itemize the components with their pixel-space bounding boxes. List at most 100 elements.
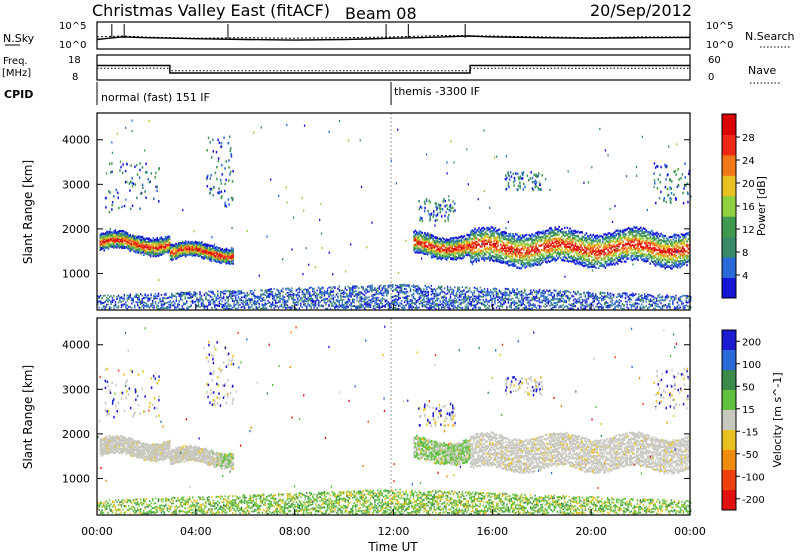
power-echo-cell xyxy=(569,235,571,237)
power-scatter-cell xyxy=(218,187,220,190)
power-ground-cell xyxy=(213,291,214,293)
power-echo-cell xyxy=(185,243,187,245)
power-scatter-cell xyxy=(685,176,687,179)
power-echo-cell xyxy=(470,252,472,254)
power-ground-cell xyxy=(239,290,240,292)
power-echo-cell xyxy=(533,259,535,261)
power-scatter-cell xyxy=(129,182,131,185)
power-echo-cell xyxy=(599,262,601,264)
power-ground-cell xyxy=(241,299,242,301)
power-scatter-cell xyxy=(658,178,660,181)
power-echo-cell xyxy=(178,245,180,247)
power-ground-cell xyxy=(271,294,272,296)
power-echo-cell xyxy=(616,262,618,264)
power-ground-cell xyxy=(177,293,178,295)
power-scatter-cell xyxy=(137,173,139,176)
power-echo-cell xyxy=(655,238,657,240)
power-echo-cell xyxy=(592,259,594,261)
power-echo-cell xyxy=(582,239,584,241)
power-echo-cell xyxy=(669,258,671,260)
power-echo-cell xyxy=(500,238,502,240)
power-scatter-cell xyxy=(221,190,223,193)
power-ground-cell xyxy=(284,296,285,298)
power-echo-cell xyxy=(489,236,491,238)
power-echo-cell xyxy=(664,251,666,253)
power-echo-cell xyxy=(616,239,618,241)
power-scatter-cell xyxy=(231,197,233,200)
power-ground-cell xyxy=(180,295,181,297)
power-echo-cell xyxy=(599,254,601,256)
power-echo-cell xyxy=(196,251,198,253)
power-echo-cell xyxy=(515,233,517,235)
power-echo-cell xyxy=(664,246,666,248)
power-scatter-cell xyxy=(140,192,142,195)
power-scatter-cell xyxy=(105,206,107,209)
power-scatter-cell xyxy=(224,202,226,205)
power-echo-cell xyxy=(579,251,581,253)
power-echo-cell xyxy=(637,250,639,252)
power-echo-cell xyxy=(561,242,563,244)
power-echo-cell xyxy=(477,241,479,243)
power-echo-cell xyxy=(500,244,502,246)
power-echo-cell xyxy=(558,229,560,231)
power-scatter-cell xyxy=(666,201,668,204)
power-ground-cell xyxy=(104,295,105,297)
power-echo-cell xyxy=(671,248,673,250)
frequency-series xyxy=(97,66,690,74)
power-ground-cell xyxy=(239,298,240,300)
power-ground-cell xyxy=(272,304,273,306)
power-ground-cell xyxy=(208,304,209,306)
power-echo-cell xyxy=(226,254,228,256)
power-ground-cell xyxy=(236,300,237,302)
power-echo-cell xyxy=(617,263,619,265)
power-ground-cell xyxy=(268,302,269,304)
power-echo-cell xyxy=(546,249,548,251)
power-echo-cell xyxy=(519,257,521,259)
power-ground-cell xyxy=(153,307,154,309)
power-echo-cell xyxy=(497,244,499,246)
power-ground-cell xyxy=(131,303,132,305)
power-echo-cell xyxy=(432,235,434,237)
power-scatter-cell xyxy=(685,185,687,188)
power-ground-cell xyxy=(251,290,252,292)
power-echo-cell xyxy=(415,246,417,248)
power-echo-cell xyxy=(171,255,173,257)
power-echo-cell xyxy=(599,252,601,254)
power-echo-cell xyxy=(499,237,501,239)
power-echo-cell xyxy=(178,251,180,253)
power-echo-cell xyxy=(161,243,163,245)
power-ground-cell xyxy=(214,304,215,306)
power-echo-cell xyxy=(485,250,487,252)
power-echo-cell xyxy=(186,248,188,250)
power-echo-cell xyxy=(491,240,493,242)
power-echo-cell xyxy=(568,250,570,252)
power-echo-cell xyxy=(563,241,565,243)
power-echo-cell xyxy=(440,258,442,260)
power-echo-cell xyxy=(622,230,624,232)
power-echo-cell xyxy=(165,238,167,240)
power-echo-cell xyxy=(201,251,203,253)
power-echo-cell xyxy=(675,257,677,259)
power-echo-cell xyxy=(464,244,466,246)
power-ground-cell xyxy=(193,301,194,303)
power-echo-cell xyxy=(561,247,563,249)
power-scatter-cell xyxy=(133,183,135,186)
power-echo-cell xyxy=(598,240,600,242)
power-ground-cell xyxy=(251,304,252,306)
power-ground-cell xyxy=(165,307,166,309)
power-echo-cell xyxy=(628,231,630,233)
power-echo-cell xyxy=(667,265,669,267)
power-echo-cell xyxy=(635,258,637,260)
power-echo-cell xyxy=(578,235,580,237)
power-ground-cell xyxy=(133,298,134,300)
power-scatter-cell xyxy=(671,180,673,183)
power-ground-cell xyxy=(273,299,274,301)
power-echo-cell xyxy=(486,246,488,248)
power-ground-cell xyxy=(259,303,260,305)
power-echo-cell xyxy=(496,254,498,256)
power-echo-cell xyxy=(464,239,466,241)
power-ground-cell xyxy=(140,301,141,303)
power-scatter-cell xyxy=(515,172,517,175)
power-scatter-cell xyxy=(523,183,525,186)
power-echo-cell xyxy=(449,239,451,241)
